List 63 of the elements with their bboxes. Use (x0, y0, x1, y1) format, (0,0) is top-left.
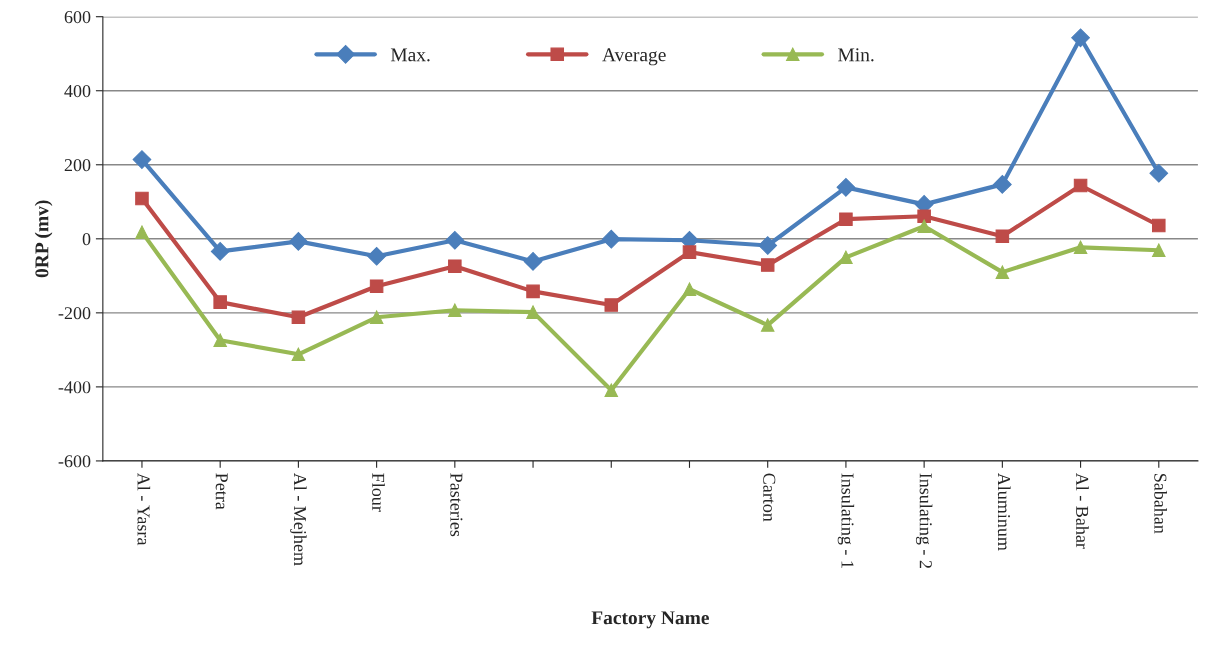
x-tick-label: Al - Bahar (1076, 472, 1089, 549)
point (523, 252, 543, 271)
point (1152, 243, 1166, 258)
point (210, 242, 230, 261)
y-tick-label: -600 (58, 455, 91, 468)
y-axis-title: 0RP (mv) (34, 200, 53, 278)
point (448, 303, 462, 318)
legend-label: Max. (390, 48, 430, 62)
point (995, 229, 1010, 243)
point (291, 310, 306, 325)
point (445, 230, 465, 250)
point (526, 284, 540, 299)
point (839, 212, 853, 226)
point (682, 245, 697, 259)
point (760, 318, 775, 332)
x-tick-label: Pasteries (450, 473, 463, 537)
point (135, 191, 149, 206)
point (604, 298, 619, 312)
y-tick-label: 0 (82, 233, 91, 246)
point (1152, 218, 1166, 233)
point (367, 246, 386, 266)
y-tick-label: 600 (64, 10, 91, 24)
y-tick-label: 200 (64, 159, 91, 172)
x-tick-label: Al - Mejhem (290, 472, 307, 566)
point (839, 250, 853, 265)
point (758, 236, 778, 255)
point (213, 333, 227, 348)
point (682, 282, 697, 296)
x-tick-label: Petra (215, 473, 228, 510)
point (995, 265, 1010, 279)
x-tick-label: Flour (372, 473, 385, 512)
x-axis-title: Factory Name (591, 611, 709, 629)
legend-label: Average (602, 48, 666, 66)
point (601, 229, 621, 249)
point (993, 175, 1012, 194)
x-tick-label: Al - Yasra (137, 472, 151, 546)
point (291, 347, 306, 362)
point (1073, 240, 1088, 255)
point (917, 209, 931, 223)
y-tick-label: -400 (58, 381, 91, 394)
point (1149, 163, 1169, 183)
y-tick-label: -200 (58, 307, 91, 320)
point (604, 383, 619, 397)
point (369, 279, 384, 293)
point (135, 225, 149, 239)
point (369, 310, 384, 325)
x-tick-label: Carton (763, 473, 776, 522)
point (289, 232, 308, 251)
point (213, 295, 227, 309)
x-tick-label: Aluminum (997, 472, 1011, 551)
point (1071, 28, 1090, 48)
x-tick-label: Insulating - 1 (837, 473, 855, 568)
x-tick-label: Insulating - 2 (915, 473, 933, 569)
y-tick-label: 400 (64, 84, 91, 98)
point (1073, 178, 1088, 193)
point (448, 259, 462, 273)
point (526, 305, 540, 319)
legend-label: Min. (838, 48, 874, 62)
point (132, 150, 152, 169)
x-tick-label: Sabahan (1154, 473, 1167, 534)
point (760, 258, 775, 272)
point (836, 178, 856, 197)
point (917, 219, 931, 233)
